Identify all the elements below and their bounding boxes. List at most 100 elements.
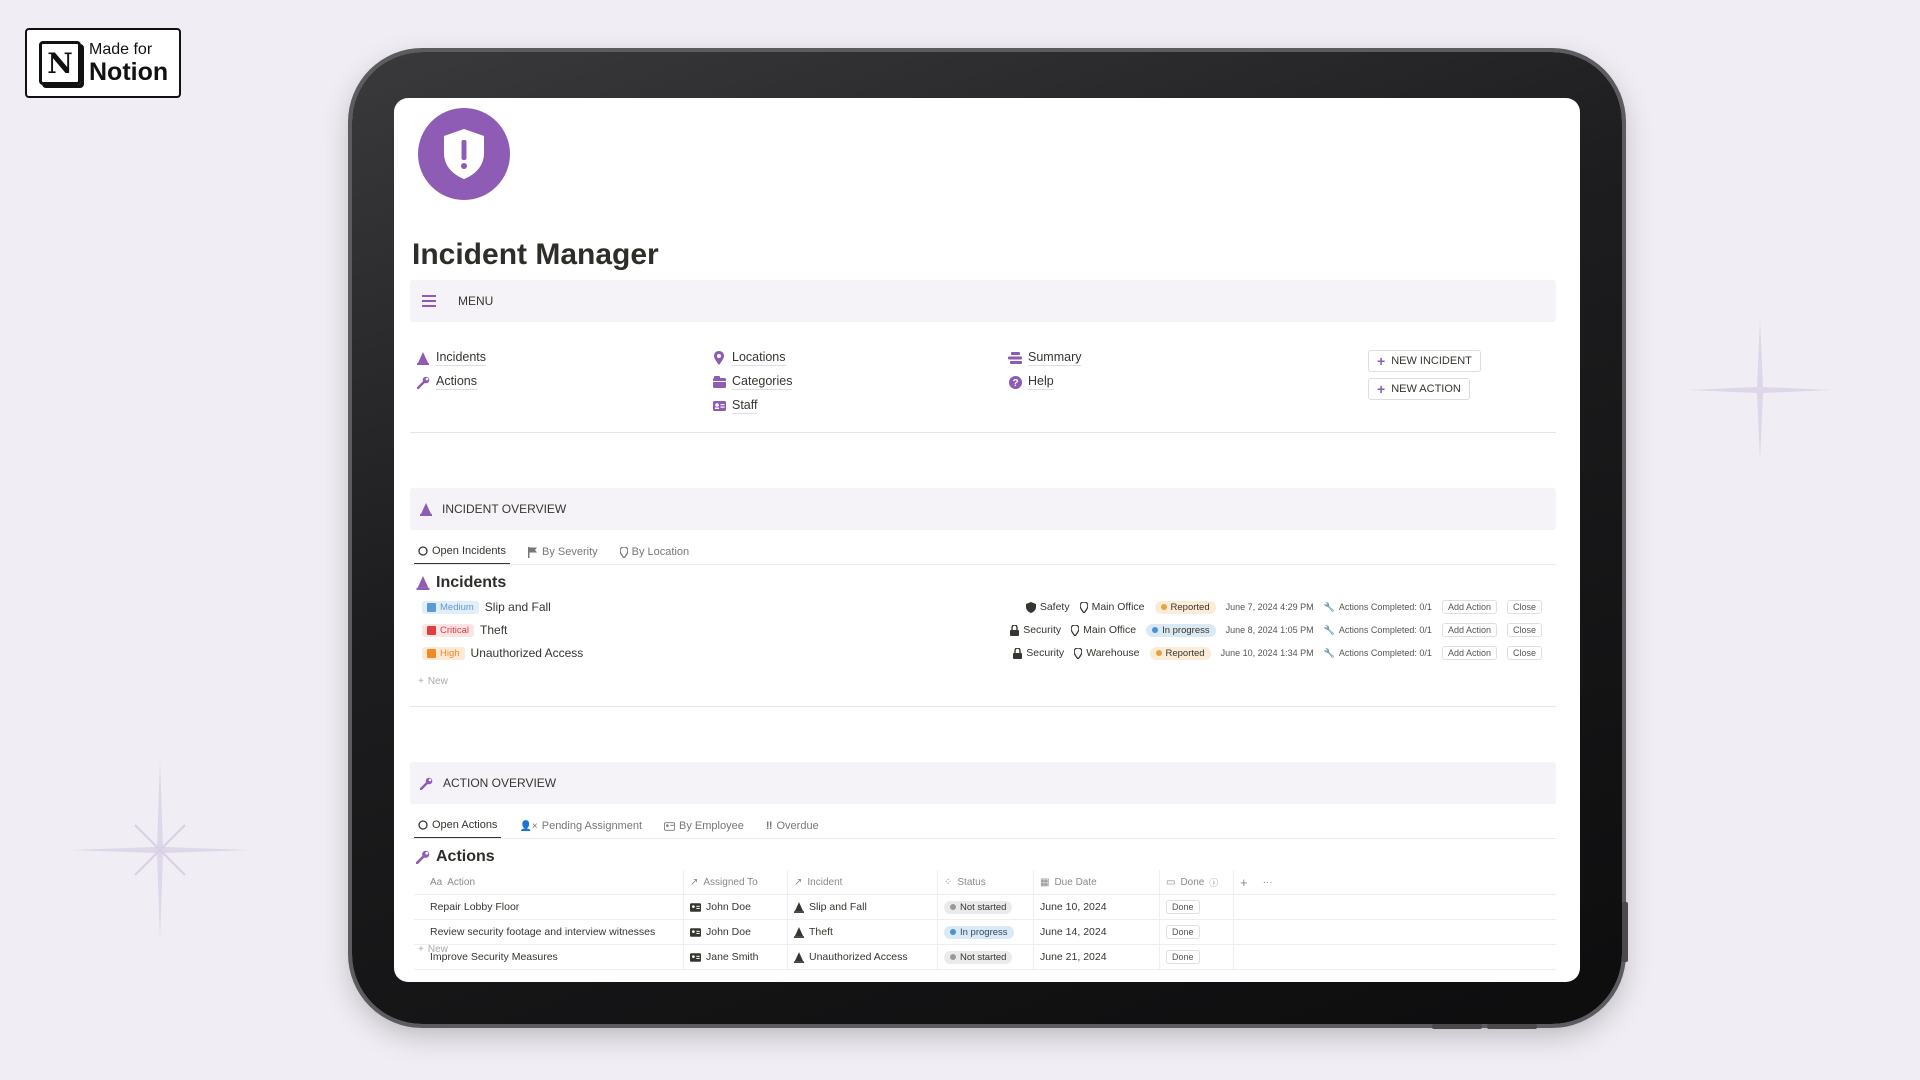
action-rows: Repair Lobby Floor John Doe Slip and Fall N… (414, 895, 1556, 970)
incident-properties: Security Warehouse Reported June 10, 2024 1… (1013, 646, 1542, 660)
sparkle-icon (70, 760, 250, 940)
column-header-action[interactable]: Aa Action (414, 870, 684, 894)
nav-link-staff[interactable]: Staff (712, 394, 792, 418)
folder-icon (712, 375, 726, 389)
nav-link-summary[interactable]: Summary (1008, 346, 1082, 370)
incident-name[interactable]: Unauthorized Access (470, 646, 584, 660)
status-cell[interactable]: Not started (938, 895, 1034, 919)
new-action-button[interactable]: + NEW ACTION (1368, 378, 1470, 400)
add-column-icon[interactable]: + (1240, 874, 1248, 890)
severity-square-icon (427, 625, 436, 635)
more-icon[interactable]: ··· (1262, 876, 1273, 888)
status-dot-icon (1152, 627, 1159, 633)
assigned-cell[interactable]: John Doe (684, 895, 788, 919)
wrench-icon (416, 375, 430, 389)
table-row[interactable]: Improve Security Measures Jane Smith Unaut… (414, 945, 1556, 970)
incident-cell[interactable]: Slip and Fall (788, 895, 938, 919)
table-row[interactable]: Review security footage and interview wi… (414, 920, 1556, 945)
table-row[interactable]: Repair Lobby Floor John Doe Slip and Fall N… (414, 895, 1556, 920)
action-cell[interactable]: Review security footage and interview wi… (414, 920, 684, 944)
column-header-assigned-to[interactable]: ↗ Assigned To (684, 870, 788, 894)
tab-overdue[interactable]: ‼ Overdue (762, 815, 823, 839)
assigned-cell[interactable]: John Doe (684, 920, 788, 944)
column-header-done[interactable]: ▭ Done ⓘ (1160, 870, 1234, 894)
location-prop: Main Office (1071, 624, 1136, 636)
menu-callout[interactable]: MENU (410, 280, 1556, 322)
nav-link-actions[interactable]: Actions (416, 370, 486, 394)
done-button[interactable]: Done (1166, 950, 1200, 964)
action-cell[interactable]: Improve Security Measures (414, 945, 684, 969)
section-heading: INCIDENT OVERVIEW (442, 502, 567, 516)
done-cell: Done (1160, 895, 1234, 919)
status-label: Not started (960, 951, 1007, 963)
due-date-cell[interactable]: June 10, 2024 (1034, 895, 1160, 919)
incident-overview-header: INCIDENT OVERVIEW (410, 488, 1556, 530)
divider (410, 432, 1556, 433)
add-action-button[interactable]: Add Action (1441, 600, 1497, 614)
pin-icon (619, 546, 628, 558)
tab-divider (410, 838, 1556, 839)
due-date-cell[interactable]: June 14, 2024 (1034, 920, 1160, 944)
incident-row[interactable]: Critical Theft Security Main Office In progr… (422, 619, 1542, 641)
incidents-db-title[interactable]: Incidents (416, 574, 506, 592)
close-button[interactable]: Close (1506, 623, 1542, 637)
add-action-button[interactable]: Add Action (1441, 623, 1497, 637)
assigned-cell[interactable]: Jane Smith (684, 945, 788, 969)
hamburger-icon (422, 292, 436, 310)
location-prop: Main Office (1079, 601, 1145, 613)
incident-view-tabs: Open Incidents By Severity By Location (414, 541, 693, 565)
incident-cell[interactable]: Theft (788, 920, 938, 944)
tab-label: Open Incidents (432, 545, 506, 557)
tablet-bottom-button (1432, 1024, 1482, 1029)
column-label: Incident (807, 876, 843, 888)
status-label: Reported (1165, 647, 1205, 659)
location-label: Main Office (1091, 601, 1145, 613)
column-header-due-date[interactable]: ▦ Due Date (1034, 870, 1160, 894)
actions-db-title[interactable]: Actions (416, 848, 495, 866)
empty-cell (1234, 945, 1556, 969)
incident-row[interactable]: High Unauthorized Access Security Warehouse… (422, 642, 1542, 664)
tab-open-actions[interactable]: Open Actions (414, 815, 502, 839)
incidents-new-row[interactable]: + New (418, 676, 448, 687)
location-prop: Warehouse (1074, 647, 1140, 659)
incident-name[interactable]: Theft (480, 623, 508, 637)
status-label: Reported (1170, 601, 1210, 613)
incident-row[interactable]: Medium Slip and Fall Safety Main Office Repo… (422, 596, 1542, 618)
tab-by-employee[interactable]: By Employee (660, 815, 748, 839)
close-button[interactable]: Close (1506, 646, 1542, 660)
done-cell: Done (1160, 920, 1234, 944)
actions-new-row[interactable]: + New (418, 944, 448, 955)
status-cell[interactable]: In progress (938, 920, 1034, 944)
tab-pending-assignment[interactable]: 👤× Pending Assignment (515, 815, 646, 839)
nav-link-locations[interactable]: Locations (712, 346, 792, 370)
incident-cell[interactable]: Unauthorized Access (788, 945, 938, 969)
category-prop: Safety (1025, 601, 1070, 613)
stack-icon (1008, 351, 1022, 365)
tab-by-severity[interactable]: By Severity (524, 541, 602, 565)
column-header-status[interactable]: ⁘ Status (938, 870, 1034, 894)
new-incident-button[interactable]: + NEW INCIDENT (1368, 350, 1481, 372)
id-card-icon (712, 399, 726, 413)
due-date-cell[interactable]: June 21, 2024 (1034, 945, 1160, 969)
nav-link-incidents[interactable]: Incidents (416, 346, 487, 370)
status-label: Not started (960, 901, 1007, 913)
action-view-tabs: Open Actions 👤× Pending Assignment By Em… (414, 815, 823, 839)
done-button[interactable]: Done (1166, 925, 1200, 939)
shield-alert-icon[interactable] (418, 108, 510, 200)
action-cell[interactable]: Repair Lobby Floor (414, 895, 684, 919)
severity-tag: Medium (422, 600, 479, 614)
tab-label: By Severity (542, 546, 598, 558)
tab-by-location[interactable]: By Location (616, 541, 693, 565)
incident-name[interactable]: Slip and Fall (484, 600, 551, 614)
add-action-button[interactable]: Add Action (1441, 646, 1497, 660)
action-overview-header: ACTION OVERVIEW (410, 762, 1556, 804)
status-label: In progress (960, 926, 1008, 938)
column-header-incident[interactable]: ↗ Incident (788, 870, 938, 894)
done-button[interactable]: Done (1166, 900, 1200, 914)
nav-link-help[interactable]: ? Help (1008, 370, 1081, 394)
close-button[interactable]: Close (1506, 600, 1542, 614)
location-label: Warehouse (1086, 647, 1140, 659)
tab-open-incidents[interactable]: Open Incidents (414, 541, 510, 565)
status-cell[interactable]: Not started (938, 945, 1034, 969)
nav-link-categories[interactable]: Categories (712, 370, 793, 394)
